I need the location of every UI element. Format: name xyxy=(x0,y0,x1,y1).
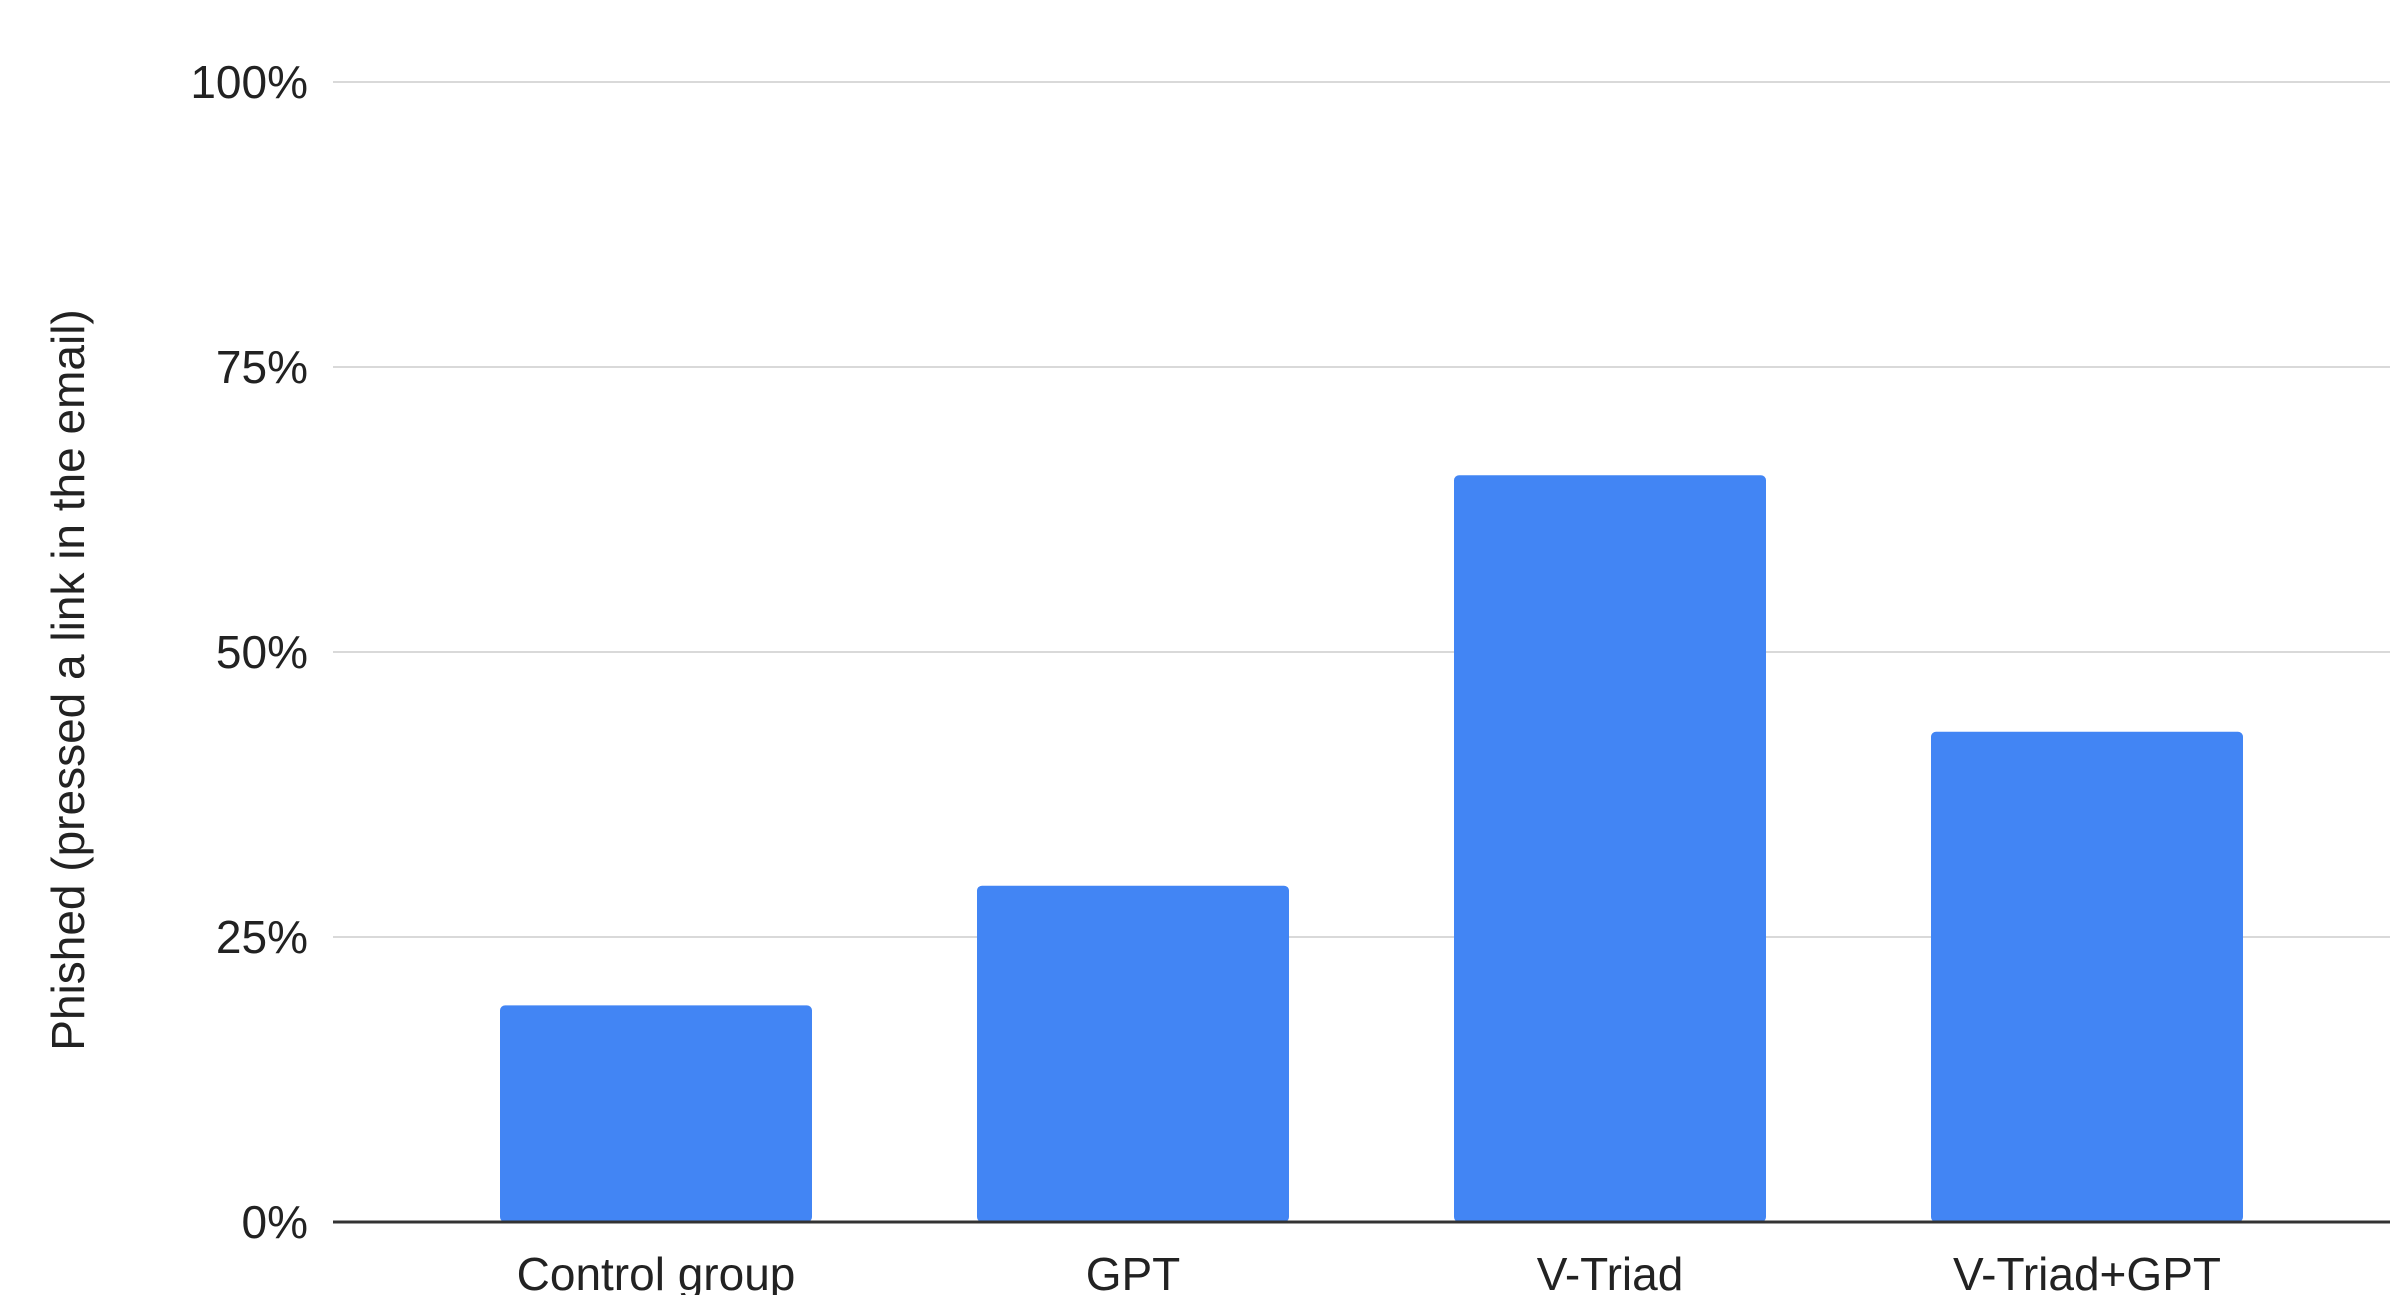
bar xyxy=(1931,731,2243,1222)
y-tick-label: 0% xyxy=(242,1196,308,1248)
y-tick-label: 50% xyxy=(216,626,308,678)
x-tick-label: V-Triad+GPT xyxy=(1953,1248,2221,1295)
x-tick-label: GPT xyxy=(1086,1248,1181,1295)
x-tick-label: Control group xyxy=(517,1248,796,1295)
y-tick-label: 100% xyxy=(190,56,308,108)
x-tick-labels: Control group GPT V-Triad V-Triad+GPT xyxy=(517,1248,2221,1295)
bars xyxy=(500,475,2243,1222)
bar xyxy=(977,885,1289,1222)
bar xyxy=(500,1005,812,1222)
y-tick-labels: 0% 25% 50% 75% 100% xyxy=(190,56,308,1248)
y-tick-label: 25% xyxy=(216,911,308,963)
y-axis-title: Phished (pressed a link in the email) xyxy=(42,309,94,1050)
bar xyxy=(1454,475,1766,1222)
x-tick-label: V-Triad xyxy=(1537,1248,1684,1295)
y-tick-label: 75% xyxy=(216,341,308,393)
